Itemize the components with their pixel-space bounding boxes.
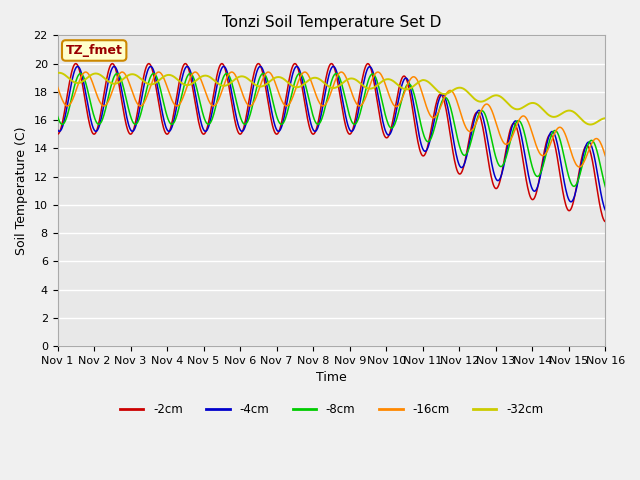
X-axis label: Time: Time <box>316 372 347 384</box>
Y-axis label: Soil Temperature (C): Soil Temperature (C) <box>15 126 28 255</box>
Title: Tonzi Soil Temperature Set D: Tonzi Soil Temperature Set D <box>222 15 441 30</box>
Text: TZ_fmet: TZ_fmet <box>66 44 123 57</box>
Legend: -2cm, -4cm, -8cm, -16cm, -32cm: -2cm, -4cm, -8cm, -16cm, -32cm <box>115 398 548 421</box>
